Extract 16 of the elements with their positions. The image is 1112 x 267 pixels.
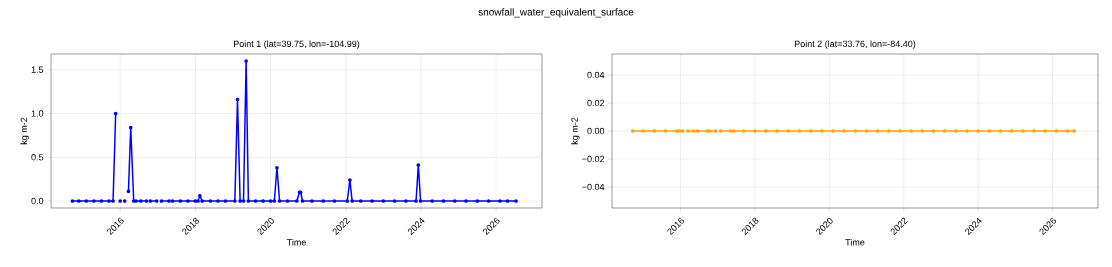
y-tick-label: 0.04 [587, 71, 605, 79]
chart-title: Point 2 (lat=33.76, lon=-84.40) [794, 40, 916, 49]
y-tick-label: 0.5 [31, 154, 44, 161]
y-tick-label: 0.02 [587, 99, 605, 107]
y-tick-label: 0.00 [587, 127, 605, 135]
y-tick-label: −0.04 [582, 183, 605, 191]
x-axis-title: Time [286, 238, 306, 246]
chart-title: Point 1 (lat=39.75, lon=-104.99) [233, 40, 360, 49]
y-axis-title: kg m-2 [20, 117, 29, 145]
y-axis-title: kg m-2 [571, 117, 580, 145]
y-tick-label: 1.0 [31, 110, 44, 117]
y-tick-label: −0.02 [582, 155, 605, 163]
y-tick-label: 0.0 [31, 197, 44, 205]
x-axis-title: Time [845, 238, 865, 246]
text: snowfall_water_equivalent_surface [478, 8, 634, 18]
y-tick-label: 1.5 [31, 66, 44, 73]
